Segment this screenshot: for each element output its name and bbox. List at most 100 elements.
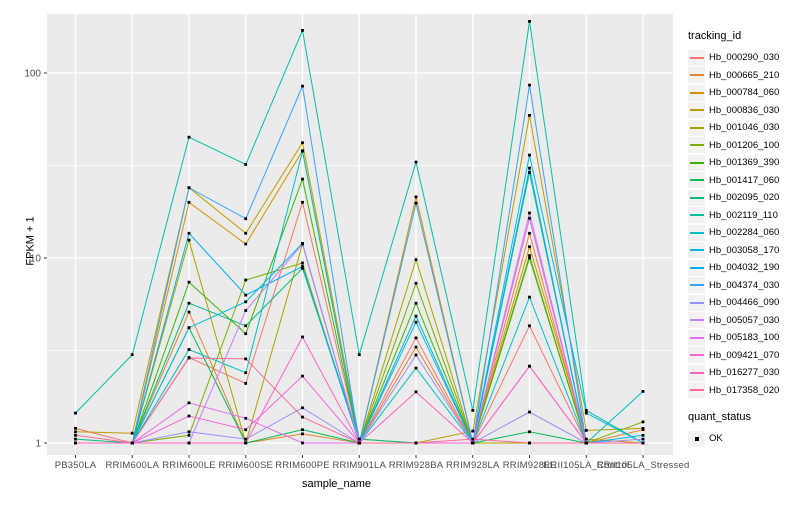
data-point: [414, 160, 418, 164]
data-point: [187, 433, 191, 437]
legend-item-Hb_001046_030: Hb_001046_030: [688, 119, 800, 137]
data-point: [244, 278, 248, 282]
legend-item-label: Hb_004374_030: [709, 279, 780, 291]
y-tick-label: 1: [35, 439, 41, 450]
legend-title-quant-status: quant_status: [688, 411, 751, 423]
legend-key-line-icon: [688, 364, 705, 381]
data-point: [584, 441, 588, 445]
data-point: [528, 256, 531, 260]
data-point: [74, 411, 77, 415]
legend-key-line-icon: [688, 67, 705, 84]
ok-square-icon: [688, 430, 705, 447]
data-point: [641, 390, 645, 393]
x-tick-label: RRIM600LA: [105, 460, 159, 471]
x-tick-label: RRIM928BA: [389, 460, 444, 471]
x-tick-label: RRIM600LE: [162, 460, 216, 471]
data-point: [301, 335, 304, 339]
data-point: [301, 29, 304, 32]
data-point: [584, 409, 588, 412]
legend-item-Hb_004374_030: Hb_004374_030: [688, 277, 800, 295]
data-point: [187, 356, 191, 360]
data-point: [130, 441, 134, 445]
data-point: [641, 441, 645, 445]
data-point: [528, 211, 531, 215]
data-point: [301, 441, 304, 445]
data-point: [414, 441, 418, 445]
data-point: [414, 201, 418, 205]
legend-item-label: Hb_004466_090: [709, 297, 780, 309]
legend-item-label: Hb_000290_030: [709, 52, 780, 64]
data-point: [74, 430, 77, 434]
data-point: [187, 280, 191, 284]
data-point: [187, 430, 191, 434]
data-point: [414, 195, 418, 199]
legend-item-Hb_000665_210: Hb_000665_210: [688, 67, 800, 85]
data-point: [584, 411, 588, 415]
data-point: [187, 441, 191, 445]
data-point: [357, 441, 361, 445]
data-point: [244, 300, 248, 304]
data-point: [187, 414, 191, 418]
legend-item-label: Hb_001046_030: [709, 122, 780, 134]
data-point: [244, 437, 248, 441]
legend-item-ok: OK: [688, 430, 800, 448]
data-point: [301, 261, 304, 265]
x-tick-label: RRIM600SE: [218, 460, 273, 471]
legend-item-Hb_002284_060: Hb_002284_060: [688, 224, 800, 242]
data-point: [471, 437, 475, 441]
legend-key-line-icon: [688, 294, 705, 311]
data-point: [414, 390, 418, 394]
data-point: [528, 441, 531, 445]
legend-item-label: Hb_002095_020: [709, 192, 780, 204]
data-point: [74, 441, 77, 445]
x-tick-label: RRIM928LA: [446, 460, 500, 471]
legend-item-Hb_005057_030: Hb_005057_030: [688, 312, 800, 330]
x-tick-label: RRIM901LA: [332, 460, 386, 471]
data-point: [187, 326, 191, 330]
x-tick-label: RRII105LA_Stressed: [597, 460, 690, 471]
data-point: [301, 265, 304, 268]
legend-key-line-icon: [688, 172, 705, 189]
data-point: [301, 415, 304, 419]
legend-item-label: Hb_001417_060: [709, 174, 780, 186]
data-point: [187, 231, 191, 235]
legend-item-Hb_002119_110: Hb_002119_110: [688, 207, 800, 225]
legend-item-Hb_001206_100: Hb_001206_100: [688, 137, 800, 155]
data-point: [357, 437, 361, 441]
data-point: [130, 431, 134, 435]
data-point: [187, 310, 191, 314]
legend-key-line-icon: [688, 207, 705, 224]
data-point: [471, 441, 475, 445]
data-point: [187, 401, 191, 405]
data-point: [528, 324, 531, 328]
data-point: [244, 371, 248, 375]
data-point: [528, 20, 531, 23]
data-point: [244, 332, 248, 336]
data-point: [528, 245, 531, 249]
data-point: [244, 309, 248, 312]
data-point: [301, 432, 304, 436]
x-tick-label: PB350LA: [55, 460, 97, 471]
data-point: [301, 242, 304, 246]
legend-key-line-icon: [688, 259, 705, 276]
data-point: [528, 231, 531, 235]
y-tick-label: 10: [30, 254, 42, 265]
legend-key-line-icon: [688, 49, 705, 66]
legend-item-Hb_017358_020: Hb_017358_020: [688, 382, 800, 400]
legend-title-tracking-id: tracking_id: [688, 30, 742, 42]
legend-item-Hb_004032_190: Hb_004032_190: [688, 259, 800, 277]
x-tick-label: RRIM600PE: [275, 460, 330, 471]
legend-item-label: Hb_000836_030: [709, 104, 780, 116]
legend-key-line-icon: [688, 347, 705, 364]
data-point: [244, 293, 248, 297]
data-point: [414, 366, 418, 370]
data-point: [301, 84, 304, 88]
data-point: [187, 348, 191, 351]
data-point: [414, 336, 418, 340]
legend-key-line-icon: [688, 312, 705, 329]
legend-item-Hb_002095_020: Hb_002095_020: [688, 189, 800, 207]
legend-item-Hb_005183_100: Hb_005183_100: [688, 329, 800, 347]
legend-item-Hb_000784_060: Hb_000784_060: [688, 84, 800, 102]
